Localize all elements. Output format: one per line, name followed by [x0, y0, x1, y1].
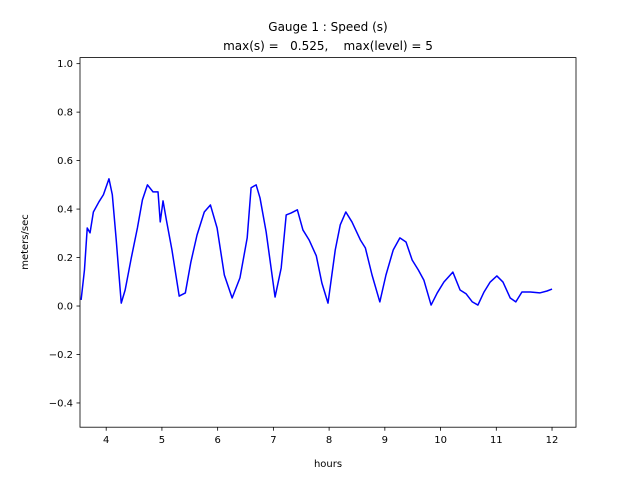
x-tick-label: 9	[382, 435, 388, 446]
x-axis-label: hours	[314, 459, 342, 470]
chart-subtitle: max(s) = 0.525, max(level) = 5	[223, 39, 433, 53]
data-line	[80, 178, 553, 306]
axes-frame	[79, 57, 577, 428]
y-tick-label: 0.8	[57, 108, 73, 119]
y-tick-label: 0.6	[57, 156, 73, 167]
x-tick-label: 4	[103, 435, 109, 446]
y-tick-label: −0.4	[49, 398, 73, 409]
x-tick-label: 7	[270, 435, 276, 446]
x-tick-label: 10	[434, 435, 447, 446]
chart-title: Gauge 1 : Speed (s)	[268, 20, 387, 34]
y-tick-label: −0.2	[49, 350, 73, 361]
x-tick-label: 8	[326, 435, 332, 446]
y-tick-label: 1.0	[57, 59, 73, 70]
x-tick-label: 6	[214, 435, 220, 446]
x-tick-label: 12	[546, 435, 559, 446]
y-tick-label: 0.2	[57, 253, 73, 264]
x-tick-label: 11	[490, 435, 503, 446]
y-axis-label: meters/sec	[20, 214, 31, 270]
x-tick-label: 5	[159, 435, 165, 446]
y-tick-label: 0.4	[57, 205, 73, 216]
y-tick-label: 0.0	[57, 302, 73, 313]
